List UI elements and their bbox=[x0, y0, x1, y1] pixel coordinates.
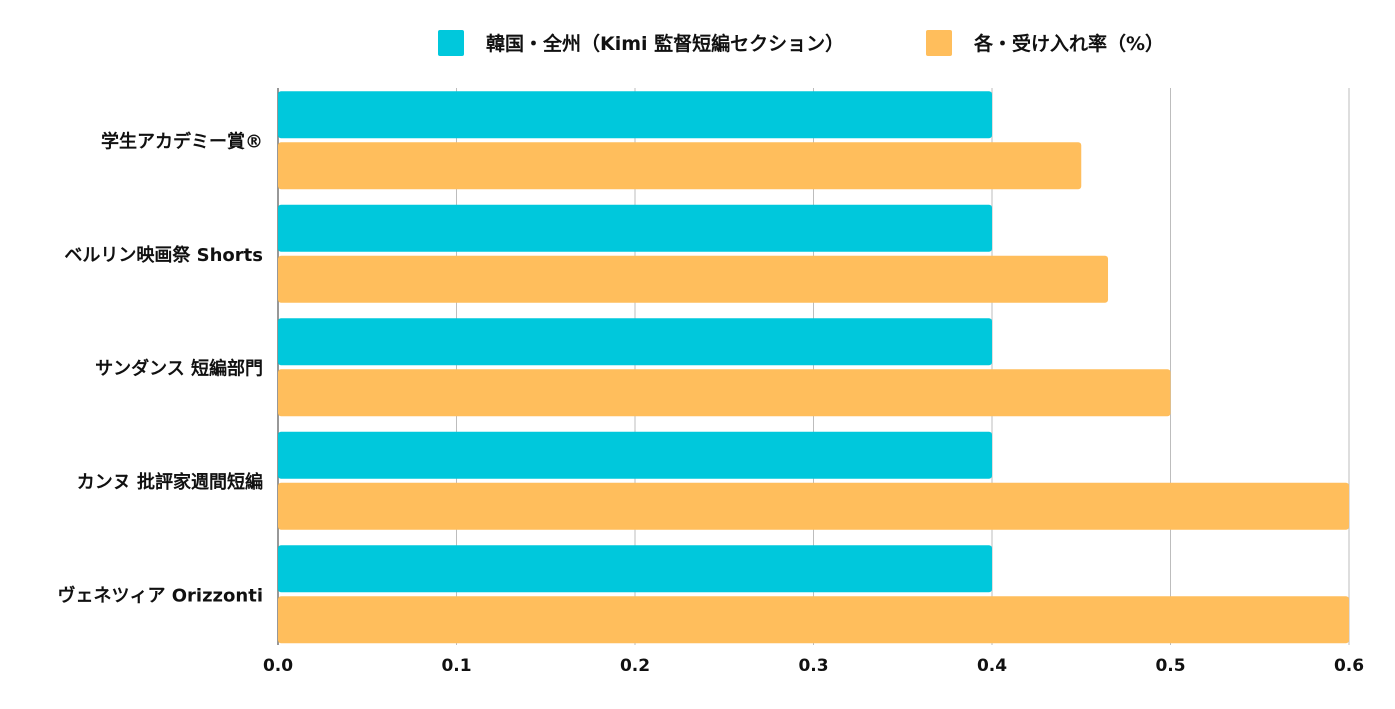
bar bbox=[278, 318, 992, 366]
category-label: ベルリン映画祭 Shorts bbox=[64, 244, 263, 266]
legend-swatch bbox=[438, 30, 464, 56]
bar bbox=[278, 431, 992, 479]
legend[interactable]: 韓国・全州（Kimi 監督短編セクション） 各・受け入れ率（%） bbox=[438, 30, 1164, 56]
x-tick-label: 0.3 bbox=[798, 656, 828, 676]
legend-item[interactable]: 韓国・全州（Kimi 監督短編セクション） bbox=[438, 30, 844, 56]
category-label: サンダンス 短編部門 bbox=[95, 357, 263, 379]
x-tick-label: 0.5 bbox=[1155, 656, 1185, 676]
x-tick-label: 0.4 bbox=[977, 656, 1007, 676]
x-tick-label: 0.2 bbox=[620, 656, 650, 676]
bar bbox=[278, 482, 1349, 530]
bar bbox=[278, 545, 992, 593]
legend-item[interactable]: 各・受け入れ率（%） bbox=[926, 30, 1164, 56]
x-tick-labels: 0.0 0.1 0.2 0.3 0.4 0.5 0.6 bbox=[263, 656, 1364, 676]
legend-label: 各・受け入れ率（%） bbox=[973, 32, 1164, 55]
bar bbox=[278, 142, 1082, 190]
bar bbox=[278, 91, 992, 139]
bars bbox=[278, 91, 1349, 644]
bar bbox=[278, 204, 992, 252]
bar bbox=[278, 596, 1349, 644]
x-tick-label: 0.6 bbox=[1334, 656, 1364, 676]
category-label: カンヌ 批評家週間短編 bbox=[77, 471, 263, 493]
bar bbox=[278, 255, 1109, 303]
category-label: 学生アカデミー賞® bbox=[101, 130, 263, 152]
legend-label: 韓国・全州（Kimi 監督短編セクション） bbox=[486, 32, 844, 55]
x-tick-label: 0.0 bbox=[263, 656, 293, 676]
legend-swatch bbox=[926, 30, 952, 56]
x-tick-label: 0.1 bbox=[441, 656, 471, 676]
bar bbox=[278, 369, 1171, 417]
category-label: ヴェネツィア Orizzonti bbox=[57, 584, 263, 606]
